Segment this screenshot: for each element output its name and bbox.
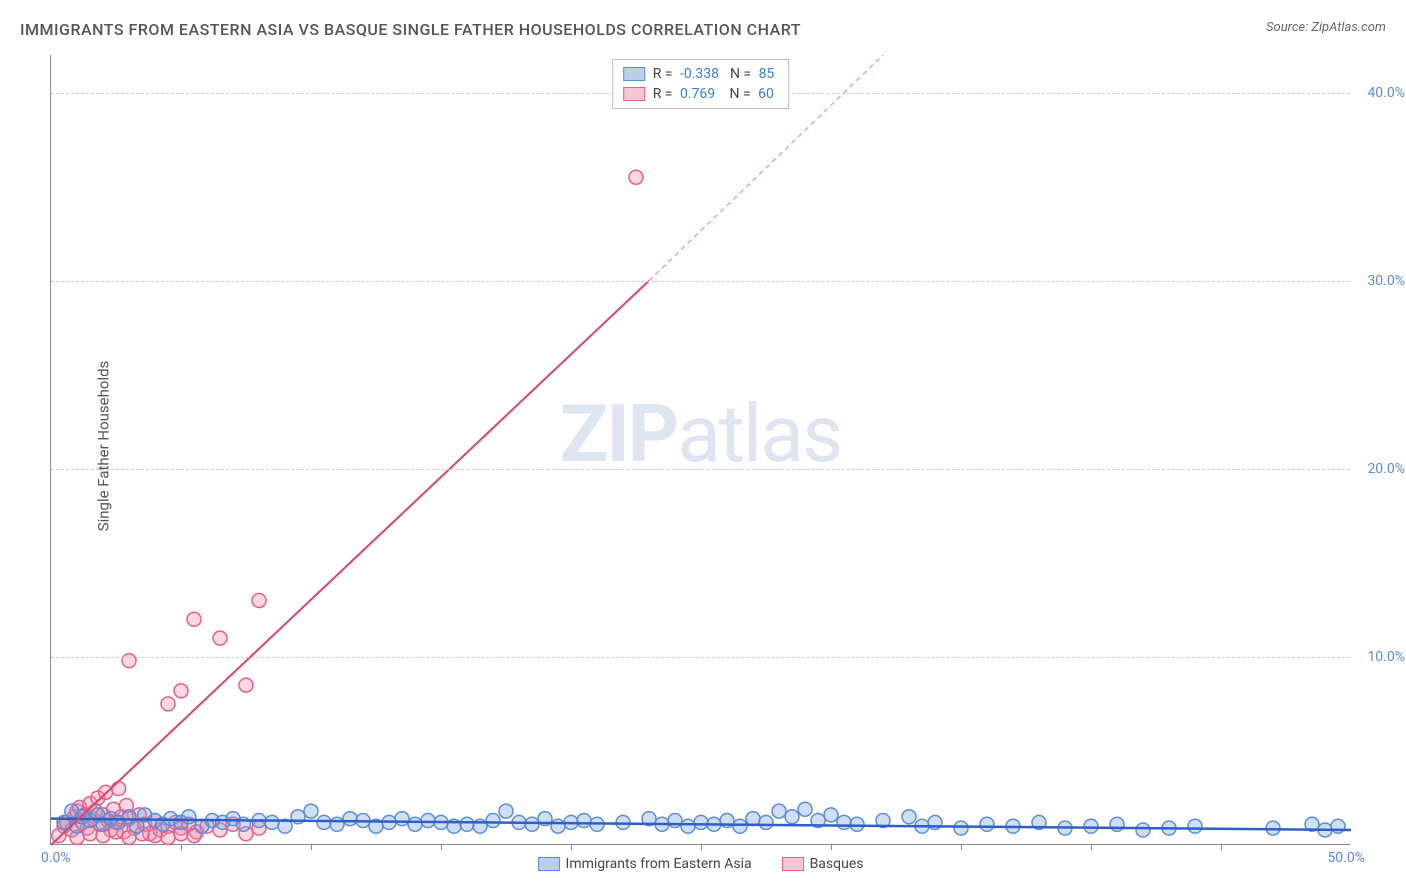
y-tick-label: 30.0% (1367, 273, 1405, 289)
chart-title: IMMIGRANTS FROM EASTERN ASIA VS BASQUE S… (20, 20, 801, 39)
x-axis-max-label: 50.0% (1327, 850, 1365, 866)
x-tick (1091, 844, 1092, 850)
gridline (51, 657, 1350, 658)
legend-row-series-1: R = -0.338 N = 85 (623, 64, 779, 84)
x-tick (571, 844, 572, 850)
legend-bottom-item-2: Basques (782, 856, 864, 872)
x-tick (831, 844, 832, 850)
legend-swatch-pink-2 (782, 857, 804, 871)
legend-swatch-blue (623, 67, 645, 81)
plot-svg (51, 55, 1350, 844)
plot-area: ZIPatlas R = -0.338 N = 85 R = 0.769 N =… (50, 55, 1350, 845)
x-tick (441, 844, 442, 850)
legend-stats-2: R = 0.769 N = 60 (653, 86, 778, 102)
x-tick (961, 844, 962, 850)
legend-swatch-pink (623, 87, 645, 101)
legend-correlation-box: R = -0.338 N = 85 R = 0.769 N = 60 (612, 59, 790, 109)
legend-swatch-blue-2 (538, 857, 560, 871)
y-tick-label: 10.0% (1367, 649, 1405, 665)
x-tick (1221, 844, 1222, 850)
y-tick-label: 20.0% (1367, 461, 1405, 477)
legend-label-1: Immigrants from Eastern Asia (566, 856, 752, 872)
x-tick (311, 844, 312, 850)
x-tick (181, 844, 182, 850)
x-tick (701, 844, 702, 850)
legend-row-series-2: R = 0.769 N = 60 (623, 84, 779, 104)
source-attribution: Source: ZipAtlas.com (1266, 20, 1386, 35)
y-tick-label: 40.0% (1367, 85, 1405, 101)
gridline (51, 469, 1350, 470)
legend-bottom: Immigrants from Eastern Asia Basques (538, 856, 864, 872)
legend-stats-1: R = -0.338 N = 85 (653, 66, 779, 82)
legend-label-2: Basques (810, 856, 864, 872)
x-axis-origin-label: 0.0% (41, 850, 71, 866)
legend-bottom-item-1: Immigrants from Eastern Asia (538, 856, 752, 872)
gridline (51, 281, 1350, 282)
